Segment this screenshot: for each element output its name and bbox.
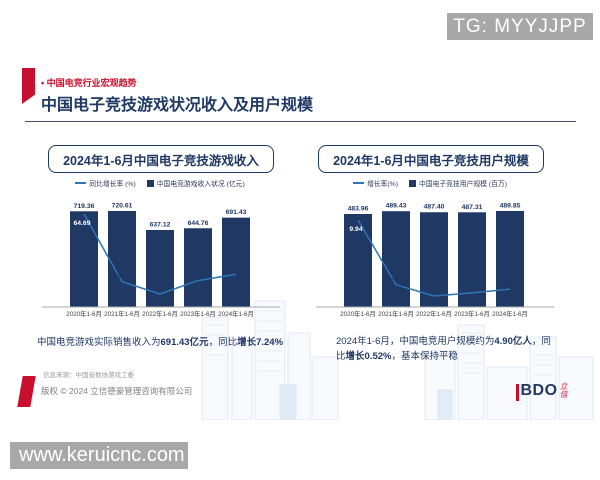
line-value-label: 7.24	[229, 262, 242, 269]
legend-label: 中国电子竞技用户规模 (百万)	[418, 181, 507, 188]
bar-value-label: 483.96	[348, 206, 369, 213]
bar-series-marker-icon	[408, 179, 416, 187]
right-chart-legend: 增长率(%) 中国电子竞技用户规模 (百万)	[305, 178, 555, 188]
bdo-logo: BDO 立 信	[516, 382, 568, 401]
bar-value-label: 637.12	[150, 222, 171, 229]
left-chart-legend: 同比增长率 (%) 中国电竞游戏收入状况 (亿元)	[35, 178, 285, 188]
copyright-text: 版权 © 2024 立信德豪管理咨询有限公司	[41, 386, 193, 396]
legend-label: 中国电竞游戏收入状况 (亿元)	[156, 181, 245, 188]
line-value-label: 0.17	[111, 273, 124, 280]
x-axis-label: 2024年1-6月	[218, 309, 254, 318]
x-axis-label: 2022年1-6月	[142, 309, 178, 318]
x-axis-label: 2021年1-6月	[378, 309, 414, 318]
right-chart-title: 2024年1-6月中国电子竞技用户规模	[318, 145, 544, 173]
line-value-label: 0.52	[503, 279, 516, 286]
data-source-note: 信息来源：中国音数协游戏工委	[43, 372, 134, 379]
x-axis-label: 2021年1-6月	[104, 309, 140, 318]
line-value-label: 9.94	[349, 226, 362, 233]
summary-segment: 中国电竞游戏实际销售收入为	[36, 337, 161, 348]
bar-value-label: 691.43	[226, 209, 247, 216]
summary-segment: ，同比	[208, 337, 238, 348]
bar-value-label: 489.85	[500, 203, 521, 210]
line-value-label: 1.20	[191, 269, 204, 276]
x-axis-label: 2023年1-6月	[180, 309, 216, 318]
summary-segment: 2024年1-6月，中国电竞用户规模约为	[336, 336, 495, 347]
summary-segment: ，基本保持平稳	[391, 350, 458, 362]
red-footer-accent	[17, 376, 36, 407]
bar	[344, 214, 372, 307]
line-series-marker-icon	[75, 182, 87, 184]
bar	[146, 230, 174, 307]
summary-segment: ，同比	[336, 336, 551, 362]
legend-item: 增长率(%)	[353, 178, 398, 188]
x-axis-label: 2022年1-6月	[416, 309, 452, 318]
bdo-logo-red-bar	[516, 384, 519, 401]
bdo-logo-text: BDO	[520, 382, 558, 399]
bar	[420, 212, 448, 307]
red-ribbon-accent	[22, 68, 35, 104]
x-axis-label: 2020年1-6月	[66, 309, 102, 318]
bar	[222, 217, 250, 307]
bdo-logo-cn-bottom: 信	[559, 390, 568, 400]
revenue-summary-text: 中国电竞游戏实际销售收入为691.43亿元，同比增长7.24%	[30, 336, 290, 351]
bar-value-label: 719.36	[74, 203, 95, 210]
bar	[108, 211, 136, 307]
x-axis-label: 2023年1-6月	[454, 309, 490, 318]
summary-segment: 4.90亿人	[494, 336, 532, 347]
bar-value-label: 720.61	[112, 203, 133, 210]
legend-item: 同比增长率 (%)	[75, 178, 136, 188]
legend-label: 增长率(%)	[367, 181, 398, 188]
title-divider	[25, 121, 576, 122]
line-value-label: -0.41	[426, 286, 442, 293]
line-value-label: 1.13	[385, 275, 398, 282]
line-value-label: 0.02	[465, 282, 478, 289]
line-value-label: 64.69	[73, 220, 90, 227]
bar	[70, 211, 98, 307]
page-title: 中国电子竞技游戏状况收入及用户规模	[41, 97, 314, 114]
x-axis-label: 2020年1-6月	[340, 309, 376, 318]
summary-segment: 691.43亿元	[160, 337, 209, 348]
bar-value-label: 487.40	[424, 204, 445, 211]
users-summary-text: 2024年1-6月，中国电竞用户规模约为4.90亿人，同比增长0.52%，基本保…	[336, 335, 552, 364]
x-axis-label: 2024年1-6月	[492, 309, 528, 318]
bar-value-label: 644.76	[188, 220, 209, 227]
legend-label: 同比增长率 (%)	[89, 181, 136, 188]
bar	[184, 228, 212, 307]
summary-segment: 增长0.52%	[345, 350, 392, 362]
bar-series-marker-icon	[146, 179, 154, 187]
legend-item: 中国电竞游戏收入状况 (亿元)	[146, 178, 245, 188]
bar-value-label: 489.43	[386, 203, 407, 210]
bdo-logo-chinese: 立 信	[559, 382, 568, 400]
summary-segment: 增长7.24%	[237, 337, 284, 348]
bdo-logo-cn-top: 立	[559, 382, 568, 391]
city-skyline-decoration	[201, 300, 594, 420]
left-chart-title: 2024年1-6月中国电子竞技游戏收入	[48, 145, 274, 173]
website-watermark: www.keruicnc.com	[10, 442, 188, 469]
line-value-label: -11.59	[151, 285, 170, 292]
growth-line	[83, 213, 237, 295]
bar	[382, 211, 410, 307]
growth-line	[357, 219, 511, 297]
section-label: • 中国电竞行业宏观趋势	[41, 78, 137, 88]
telegram-watermark: TG: MYYJJPP	[447, 13, 593, 40]
line-series-marker-icon	[353, 182, 365, 184]
bar-value-label: 487.31	[462, 204, 483, 211]
bar	[496, 211, 524, 307]
legend-item: 中国电子竞技用户规模 (百万)	[408, 178, 507, 188]
